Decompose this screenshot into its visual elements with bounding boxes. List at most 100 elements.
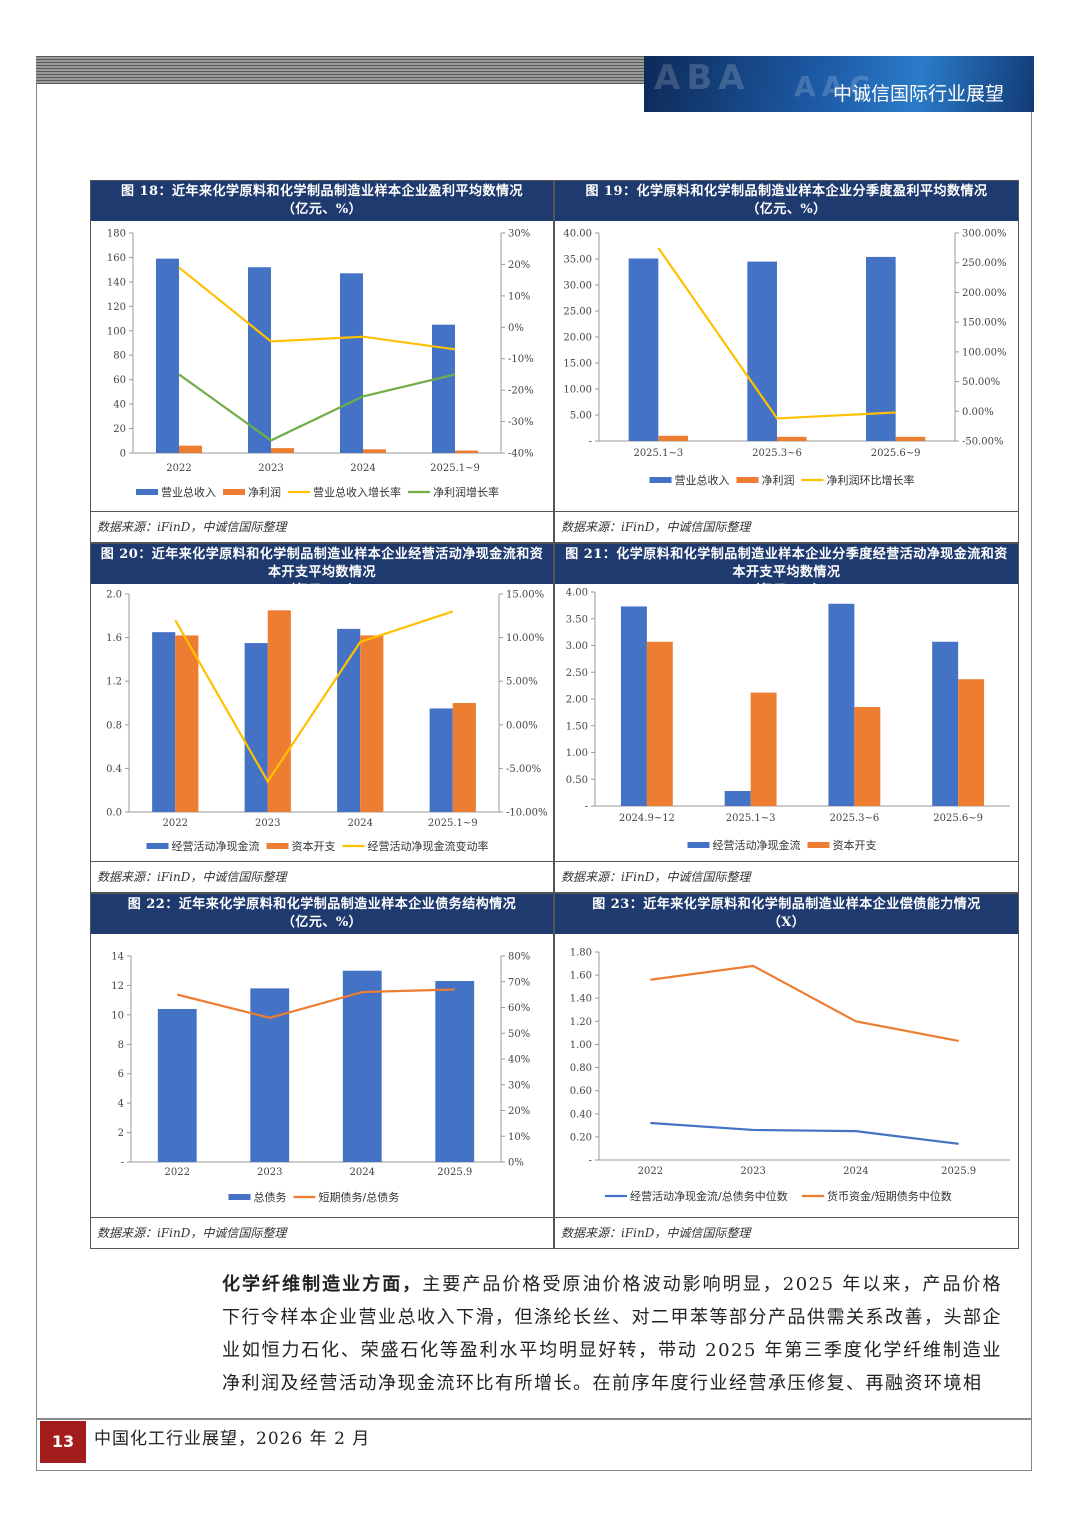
y-tick-label: 2.00 xyxy=(566,695,588,706)
figure-title-line: （亿元、%） xyxy=(746,583,827,598)
y2-tick-label: 80% xyxy=(508,952,530,963)
bar xyxy=(958,679,985,806)
bar xyxy=(363,449,386,453)
chart-svg: - 2 4 6 8 10 12 14 0% 10% 20% 30% 40% 50% 60% 70% 80% 202… xyxy=(111,952,530,1205)
x-tick-label: 2024 xyxy=(348,818,373,829)
y2-tick-label: 0% xyxy=(508,1158,524,1169)
y2-tick-label: -30% xyxy=(508,417,534,428)
legend-swatch xyxy=(687,842,710,848)
y-tick-label: 1.20 xyxy=(570,1017,592,1028)
bar xyxy=(866,256,896,441)
legend-label: 总债务 xyxy=(254,1190,287,1204)
y-tick-label: 0.40 xyxy=(570,1109,592,1120)
y-tick-label: 1.80 xyxy=(570,948,592,959)
chart-svg: - 5.00 10.00 15.00 20.00 25.00 30.00 35.00 40.00… xyxy=(563,229,1007,488)
y-tick-label: 4 xyxy=(118,1099,124,1110)
body-paragraph-rest: 主要产品价格受原油价格波动影响明显，2025 年以来，产品价格下行令样本企业营业… xyxy=(222,1274,1003,1394)
bar xyxy=(932,641,959,806)
y-tick-label: - xyxy=(589,437,592,448)
x-tick-label: 2024 xyxy=(350,1167,375,1178)
y-tick-label: 10 xyxy=(111,1010,124,1021)
y-tick-label: 2.50 xyxy=(566,668,588,679)
legend-label: 经营活动净现金流 xyxy=(713,838,801,852)
figure-source: 数据来源：iFinD，中诚信国际整理 xyxy=(91,861,553,893)
legend-label: 短期债务/总债务 xyxy=(319,1190,400,1204)
legend-label: 经营活动净现金流 xyxy=(172,839,260,853)
y2-tick-label: 250.00% xyxy=(962,258,1007,269)
bar xyxy=(455,450,478,453)
figure-title-line: 图 21：化学原料和化学制品制造业样本企业分季度经营活动净现金流和资本开支平均数… xyxy=(565,547,1008,580)
series-line xyxy=(657,247,896,420)
series-line xyxy=(176,988,455,1019)
y2-tick-label: 300.00% xyxy=(962,229,1007,240)
bar xyxy=(248,267,271,453)
bar xyxy=(895,436,926,441)
figure-title-line: 图 18：近年来化学原料和化学制品制造业样本企业盈利平均数情况 xyxy=(120,184,524,199)
figure-title-line: 图 23：近年来化学原料和化学制品制造业样本企业偿债能力情况 xyxy=(592,897,981,912)
x-tick-label: 2022 xyxy=(165,1167,190,1178)
legend-label: 经营活动净现金流变动率 xyxy=(368,839,489,853)
figure-title: 图 19：化学原料和化学制品制造业样本企业分季度盈利平均数情况 （亿元、%） xyxy=(555,181,1018,221)
y2-tick-label: 0% xyxy=(508,323,524,334)
figure-title-line: 图 22：近年来化学原料和化学制品制造业样本企业债务结构情况 xyxy=(127,897,517,912)
y2-tick-label: 0.00% xyxy=(962,407,994,418)
series-line xyxy=(650,1121,959,1145)
series-line xyxy=(650,964,959,1043)
legend-swatch xyxy=(807,842,830,848)
x-tick-label: 2023 xyxy=(740,1166,765,1177)
chart-svg: - 0.20 0.40 0.60 0.80 1.00 1.20 1.40 1.60 1.80 202… xyxy=(570,948,1010,1203)
legend-swatch xyxy=(736,477,759,483)
bar xyxy=(360,635,384,812)
bar xyxy=(646,641,673,806)
y-tick-label: 35.00 xyxy=(563,255,592,266)
x-tick-label: 2022 xyxy=(166,463,191,474)
y2-tick-label: 10% xyxy=(508,291,530,302)
y-tick-label: 1.50 xyxy=(566,721,588,732)
y-tick-label: 12 xyxy=(111,981,124,992)
x-tick-label: 2025.1~9 xyxy=(430,463,480,474)
y2-tick-label: 70% xyxy=(508,977,530,988)
figure-title-line: 图 19：化学原料和化学制品制造业样本企业分季度盈利平均数情况 xyxy=(585,184,988,199)
y-tick-label: 40 xyxy=(113,400,126,411)
bar xyxy=(658,435,688,441)
header-banner: ABA AAC 中诚信国际行业展望 xyxy=(644,56,1034,112)
y-tick-label: 20.00 xyxy=(563,333,592,344)
y2-tick-label: 60% xyxy=(508,1003,530,1014)
figure-23: 图 23：近年来化学原料和化学制品制造业样本企业偿债能力情况 （X） 数据来源：iF… xyxy=(554,893,1019,1249)
y2-tick-label: -5.00% xyxy=(506,764,541,775)
bar xyxy=(750,692,777,806)
y2-tick-label: 5.00% xyxy=(506,677,538,688)
legend-label: 营业总收入增长率 xyxy=(313,485,401,499)
header-stripe-bar xyxy=(36,56,644,84)
y-tick-label: 180 xyxy=(107,229,126,240)
y-tick-label: 60 xyxy=(113,375,126,386)
y-tick-label: 0.50 xyxy=(566,775,588,786)
x-tick-label: 2022 xyxy=(638,1166,663,1177)
footer-text: 中国化工行业展望，2026 年 2 月 xyxy=(94,1429,371,1449)
legend-swatch xyxy=(136,489,158,495)
legend-label: 净利润环比增长率 xyxy=(827,473,915,487)
y-tick-label: 1.40 xyxy=(570,994,592,1005)
y-tick-label: 160 xyxy=(107,253,126,264)
y-tick-label: 0 xyxy=(120,449,126,460)
legend-label: 净利润增长率 xyxy=(433,485,499,499)
bar xyxy=(854,707,881,806)
y-tick-label: 0.4 xyxy=(106,764,122,775)
y2-tick-label: 200.00% xyxy=(962,288,1007,299)
chart-svg: 0 20 40 60 80 100 120 140 160 180 -40% -30% -20% -10%… xyxy=(107,229,534,500)
legend-label: 货币资金/短期债务中位数 xyxy=(827,1189,952,1203)
figure-source: 数据来源：iFinD，中诚信国际整理 xyxy=(555,511,1018,543)
y-tick-label: 100 xyxy=(107,326,126,337)
x-tick-label: 2024.9~12 xyxy=(619,813,675,824)
bar xyxy=(429,708,453,812)
bar xyxy=(452,703,476,812)
bar xyxy=(157,1008,197,1162)
y2-tick-label: 40% xyxy=(508,1055,530,1066)
y-tick-label: - xyxy=(121,1158,124,1169)
bar xyxy=(620,606,647,806)
y-tick-label: 140 xyxy=(107,277,126,288)
legend-label: 资本开支 xyxy=(833,838,877,852)
x-tick-label: 2025.1~9 xyxy=(428,818,478,829)
y-tick-label: 2 xyxy=(118,1128,124,1139)
figure-title: 图 22：近年来化学原料和化学制品制造业样本企业债务结构情况 （亿元、%） xyxy=(91,894,553,934)
